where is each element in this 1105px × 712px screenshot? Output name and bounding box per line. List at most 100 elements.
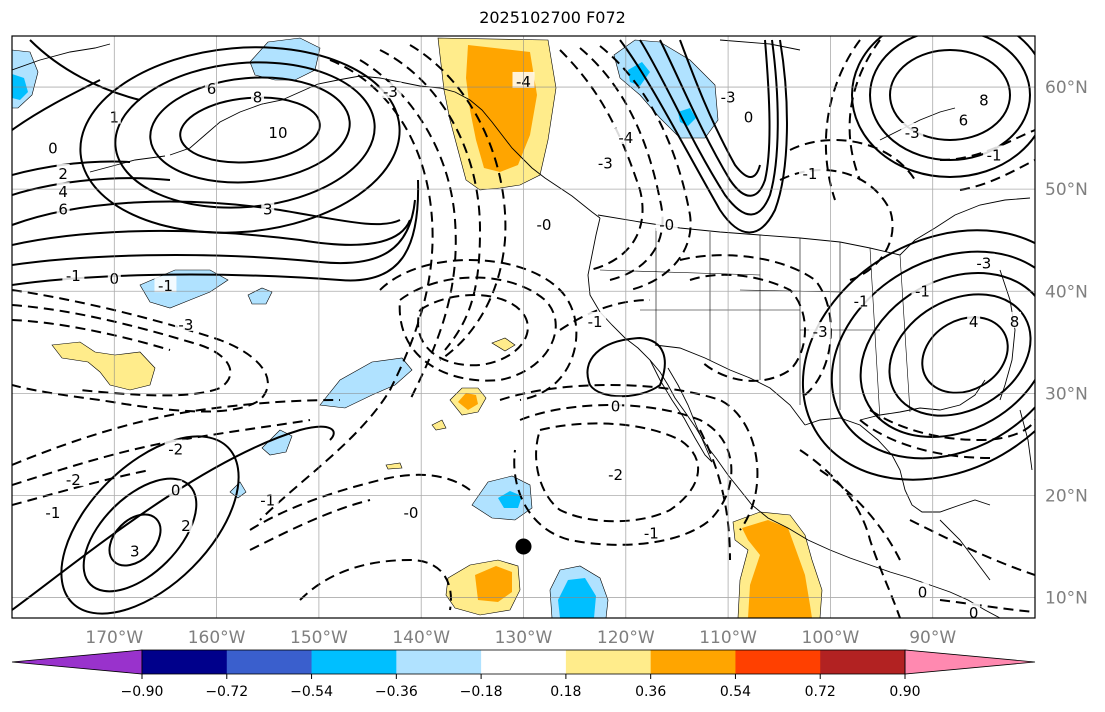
shade-blue-south	[558, 578, 596, 618]
lon-label: 110°W	[699, 628, 757, 648]
colorbar-segment	[565, 650, 652, 674]
shade-yellow-tiny-a	[491, 337, 516, 352]
shade-orange-south-center	[475, 566, 512, 602]
colorbar	[11, 649, 1036, 675]
coastlines	[12, 39, 1033, 618]
shade-orange-mid-small	[458, 393, 478, 410]
colorbar-tick-label: −0.90	[121, 684, 164, 700]
contour-label-bg	[604, 465, 627, 482]
contour-label-bg	[798, 163, 821, 180]
coast-us-west	[587, 217, 717, 459]
contour-label-bg	[251, 87, 265, 104]
colorbar-tick-label: 0.72	[805, 684, 836, 700]
contour-label-bg	[56, 182, 70, 199]
contour-label-bg	[256, 490, 279, 507]
contour-label-bg	[46, 138, 60, 155]
contour-label: 2	[181, 517, 191, 535]
contour-label-bg	[56, 199, 70, 216]
contour-label-bg	[977, 90, 991, 107]
contour-label-bg	[164, 439, 187, 456]
contour-label: 8	[979, 91, 989, 109]
gridlines	[12, 36, 1035, 618]
shade-lightblue-west-small	[261, 429, 293, 456]
contour-label: -3	[383, 83, 398, 101]
contour-label-bg	[850, 291, 873, 308]
contour-label: 0	[611, 398, 621, 416]
contour-label-bg	[62, 470, 85, 487]
contour-label: -1	[644, 524, 659, 542]
solid-contours-bering-high	[79, 46, 401, 234]
lon-label: 130°W	[495, 628, 553, 648]
colorbar-segment	[226, 650, 313, 674]
contour-label: -1	[260, 492, 275, 510]
coast-north-canada	[719, 39, 956, 141]
latitude-labels: 60°N 50°N 40°N 30°N 20°N 10°N	[1045, 78, 1088, 609]
solid-contours-se-high	[801, 229, 1035, 481]
shade-lightblue-bering	[249, 37, 321, 81]
contour-label: 0	[744, 109, 754, 127]
shade-orange-mexico-coast	[742, 520, 812, 618]
contour-label-bg	[174, 314, 197, 331]
solid-contours-north-center	[619, 39, 788, 234]
contour-label: -1	[802, 165, 817, 183]
contour-label: 8	[253, 88, 263, 106]
contour-label-bg	[128, 541, 142, 558]
contour-label: 0	[969, 604, 979, 622]
colorbar-segment	[142, 650, 228, 674]
contour-label: 10	[268, 124, 287, 142]
coast-mexico	[715, 457, 911, 579]
contour-label: 2	[58, 165, 68, 183]
contour-label-bg	[956, 110, 970, 127]
lat-label: 10°N	[1045, 589, 1088, 609]
lat-label: 60°N	[1045, 78, 1088, 98]
contour-label: -1	[45, 504, 60, 522]
solid-contour-baja	[586, 336, 666, 398]
contour-label-bg	[584, 311, 607, 328]
contour-label-bg	[809, 322, 832, 339]
lat-label: 30°N	[1045, 384, 1088, 404]
colorbar-tick-label: −0.18	[460, 684, 503, 700]
contour-label: -1	[66, 267, 81, 285]
shade-lightblue-dateline-b	[247, 287, 273, 305]
contour-label-bg	[915, 582, 929, 599]
contour-label: -3	[598, 155, 613, 173]
contour-label: 0	[171, 481, 181, 499]
lat-label: 50°N	[1045, 180, 1088, 200]
colorbar-tick-label: −0.36	[375, 684, 418, 700]
coast-alaska	[169, 75, 601, 219]
colorbar-extend-high	[904, 649, 1036, 675]
coast-east	[899, 197, 1033, 471]
border-us-mexico	[654, 344, 806, 426]
contour-label-bg	[266, 123, 289, 139]
coast-baja	[649, 359, 713, 463]
contour-label-bg	[640, 523, 663, 540]
shade-blue-north-center-b	[678, 108, 696, 126]
colorbar-segment	[396, 650, 482, 674]
lon-label: 140°W	[392, 628, 450, 648]
contour-label-bg	[532, 214, 555, 231]
contour-label: -0	[403, 504, 418, 522]
contour-label: 6	[207, 80, 217, 98]
contour-label: 6	[58, 201, 68, 219]
contour-label: -3	[905, 124, 920, 142]
coast-us-gulf	[859, 379, 986, 421]
contour-label: -1	[854, 292, 869, 310]
contour-label: -1	[987, 146, 1002, 164]
contour-label-bg	[261, 199, 275, 216]
contour-label-bg	[179, 516, 193, 533]
colorbar-segment	[735, 650, 821, 674]
contour-label-bg	[169, 480, 183, 497]
lat-label: 40°N	[1045, 282, 1088, 302]
contour-label-bg	[56, 163, 70, 180]
contour-label: 8	[1010, 313, 1020, 331]
solid-contours-ne-high	[851, 36, 1035, 178]
colorbar-segment	[650, 650, 736, 674]
coast-russia	[12, 43, 111, 71]
contour-label: 3	[130, 543, 140, 561]
contour-label: -2	[168, 441, 183, 459]
colorbar-segment	[481, 650, 567, 674]
contour-label-bg	[967, 602, 981, 619]
contour-label-bg	[911, 281, 934, 298]
contour-label-bg	[1008, 311, 1022, 328]
lon-label: 150°W	[290, 628, 348, 648]
